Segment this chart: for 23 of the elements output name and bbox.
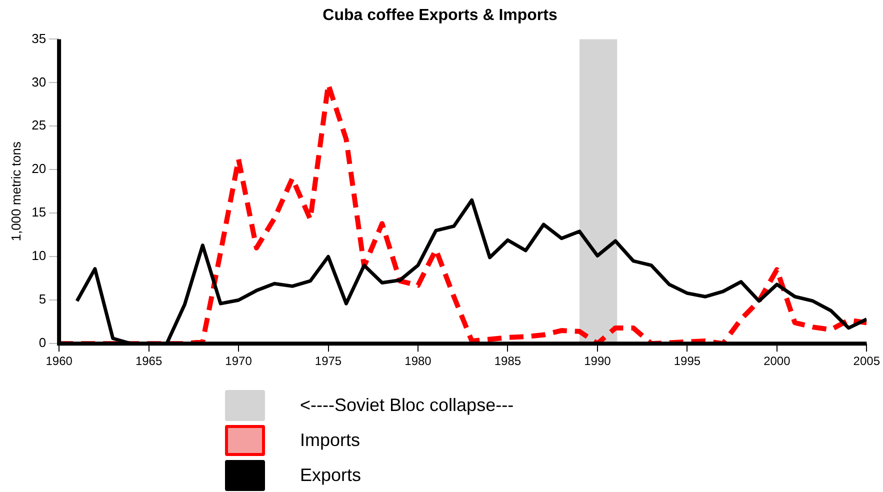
y-tick-label: 10 xyxy=(32,248,46,264)
y-tick-label: 35 xyxy=(32,30,46,46)
x-tick-label: 2005 xyxy=(853,354,880,368)
legend-label: <----Soviet Bloc collapse--- xyxy=(300,395,514,416)
y-axis-title: 1,000 metric tons xyxy=(8,141,24,242)
x-tick-label: 1965 xyxy=(135,354,162,368)
y-tick-label: 0 xyxy=(38,335,46,350)
x-tick-label: 1960 xyxy=(46,354,73,368)
y-tick-label: 20 xyxy=(32,161,46,176)
x-tick-label: 1970 xyxy=(225,354,252,368)
x-tick-label: 1995 xyxy=(674,354,701,368)
chart-title: Cuba coffee Exports & Imports xyxy=(322,7,558,24)
y-tick-label: 30 xyxy=(32,74,46,90)
x-tick-label: 1975 xyxy=(314,354,342,368)
legend-label: Imports xyxy=(300,430,360,451)
x-tick-label: 1985 xyxy=(494,354,522,368)
x-tick-label: 1980 xyxy=(404,354,432,368)
x-tick-label: 1990 xyxy=(584,354,612,368)
legend-label: Exports xyxy=(300,465,362,486)
x-tick-label: 2000 xyxy=(764,354,791,368)
y-tick-label: 25 xyxy=(32,118,46,133)
y-tick-label: 15 xyxy=(32,204,46,220)
y-tick-label: 5 xyxy=(38,292,46,307)
